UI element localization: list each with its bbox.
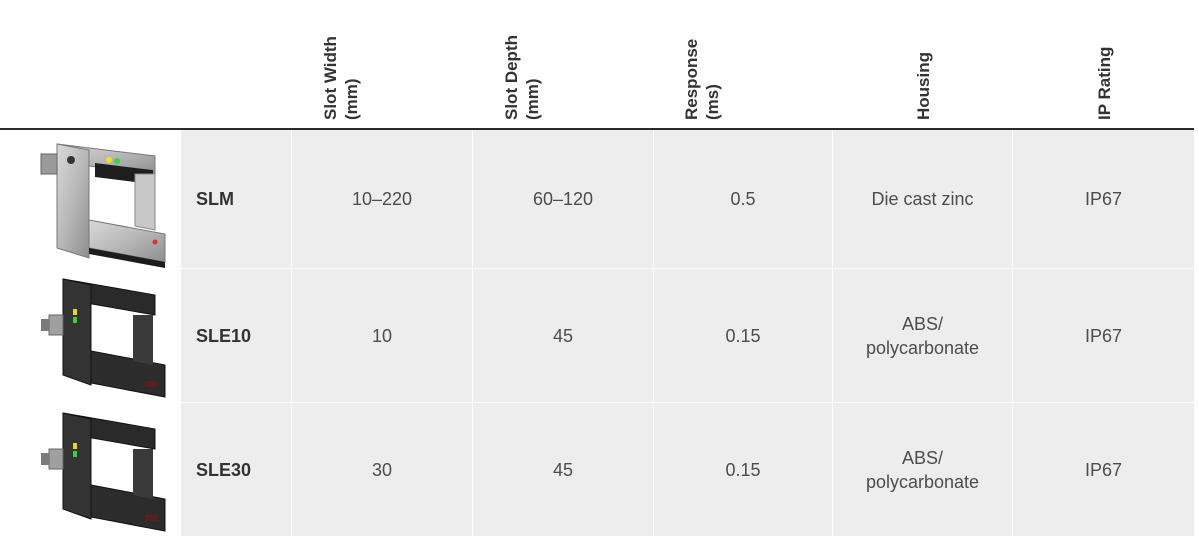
black-slot-sensor-icon [41,412,166,532]
table-row: SLE30 30 45 0.15 ABS/ polycarbonate IP67 [0,403,1194,536]
slot-width-value: 30 [292,403,472,536]
slot-depth-value: 45 [473,403,653,536]
ip-rating-value: IP67 [1013,403,1194,536]
header-housing: Housing [833,0,1012,126]
housing-value: ABS/ polycarbonate [833,269,1012,402]
header-slot-depth: Slot Depth (mm) [473,0,653,126]
housing-text: ABS/ polycarbonate [865,313,980,358]
table-header: Slot Width (mm) Slot Depth (mm) Response… [0,0,1199,128]
slot-depth-value: 60–120 [473,130,653,268]
table-row: SLM 10–220 60–120 0.5 Die cast zinc IP67 [0,130,1194,268]
black-slot-sensor-icon [41,278,166,398]
model-name: SLE30 [181,403,291,536]
header-response-line1: Response [682,38,701,120]
header-slot-width-line1: Slot Width [321,36,340,120]
header-ip-rating-line1: IP Rating [1094,46,1114,120]
header-housing-line1: Housing [913,52,933,120]
header-response-line2: (ms) [703,84,722,120]
model-name: SLE10 [181,269,291,402]
slot-depth-value: 45 [473,269,653,402]
housing-text: ABS/ polycarbonate [865,447,980,492]
product-image-sle10 [0,269,180,402]
response-value: 0.15 [654,269,832,402]
response-value: 0.15 [654,403,832,536]
ip-rating-value: IP67 [1013,130,1194,268]
header-divider [0,128,1194,130]
slot-width-value: 10 [292,269,472,402]
header-slot-depth-line1: Slot Depth [502,35,521,120]
header-slot-depth-line2: (mm) [523,78,542,120]
header-response: Response (ms) [654,0,832,126]
response-value: 0.5 [654,130,832,268]
table-row: SLE10 10 45 0.15 ABS/ polycarbonate IP67 [0,269,1194,402]
metal-slot-sensor-icon [40,143,166,268]
header-slot-width-line2: (mm) [342,78,361,120]
header-ip-rating: IP Rating [1013,0,1194,126]
slot-width-value: 10–220 [292,130,472,268]
model-name: SLM [181,130,291,268]
product-image-slm [0,130,180,268]
housing-value: ABS/ polycarbonate [833,403,1012,536]
housing-value: Die cast zinc [833,130,1012,268]
product-image-sle30 [0,403,180,536]
ip-rating-value: IP67 [1013,269,1194,402]
header-slot-width: Slot Width (mm) [292,0,472,126]
